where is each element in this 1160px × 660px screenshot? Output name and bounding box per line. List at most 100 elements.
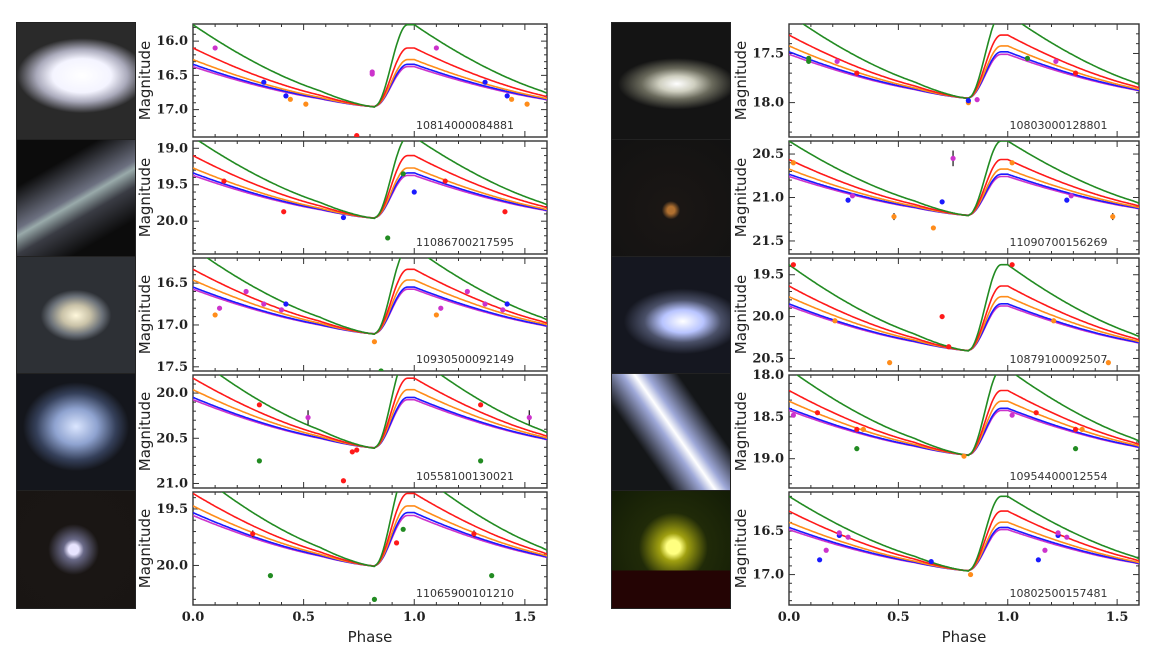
model-curve-g-band bbox=[193, 24, 547, 108]
data-point-r-band bbox=[854, 426, 860, 433]
data-point-z-band bbox=[1064, 197, 1070, 203]
data-point-r-band bbox=[256, 402, 262, 408]
x-tick-label: 1.5 bbox=[1106, 610, 1129, 625]
galaxy-thumbnail-faint-field bbox=[611, 139, 731, 258]
y-tick-label: 18.0 bbox=[752, 368, 784, 383]
y-tick-label: 20.5 bbox=[752, 351, 784, 366]
data-point-g-band bbox=[854, 446, 860, 452]
data-point-y-band bbox=[1053, 58, 1059, 64]
data-point-y-band bbox=[1009, 412, 1015, 418]
object-id-label: 11065900101210 bbox=[416, 587, 514, 600]
y-tick-label: 19.5 bbox=[752, 268, 784, 283]
model-curve-g-band bbox=[789, 263, 1139, 352]
y-tick-label: 19.0 bbox=[752, 452, 784, 467]
data-point-y-band bbox=[845, 534, 851, 540]
data-point-y-band bbox=[790, 412, 796, 418]
y-axis-label: Magnitude bbox=[732, 41, 750, 120]
data-point-i-band bbox=[509, 96, 515, 102]
data-point-i-band bbox=[1079, 426, 1085, 433]
data-point-y-band bbox=[836, 530, 842, 536]
object-id-label: 10803000128801 bbox=[1010, 119, 1108, 132]
data-point-i-band bbox=[887, 360, 893, 366]
data-point-y-band bbox=[974, 97, 980, 103]
model-curve-r-band bbox=[193, 154, 547, 220]
data-point-y-band bbox=[305, 414, 311, 421]
model-curve-g-band bbox=[218, 375, 547, 450]
data-point-r-band bbox=[939, 313, 945, 320]
model-curve-g-band bbox=[197, 141, 547, 220]
y-axis-label: Magnitude bbox=[136, 392, 154, 471]
y-tick-label: 17.0 bbox=[156, 103, 188, 118]
data-point-y-band bbox=[849, 193, 856, 199]
object-id-label: 11086700217595 bbox=[416, 236, 514, 249]
y-tick-label: 20.0 bbox=[752, 310, 784, 325]
data-point-r-band bbox=[1072, 70, 1079, 76]
data-point-r-band bbox=[478, 402, 484, 408]
galaxy-thumbnail-edge-on-bright bbox=[611, 373, 731, 492]
x-axis-label: Phase bbox=[348, 628, 393, 646]
galaxy-thumbnail-edge-on-spiral bbox=[16, 139, 136, 258]
galaxy-thumbnail-bright-spiral bbox=[611, 256, 731, 375]
data-point-r-band bbox=[281, 209, 287, 215]
data-point-r-band bbox=[1072, 426, 1079, 433]
data-point-i-band bbox=[832, 318, 838, 324]
x-tick-label: 0.5 bbox=[292, 610, 315, 625]
model-curve-g-band bbox=[206, 258, 547, 336]
y-tick-label: 20.0 bbox=[156, 386, 188, 401]
model-curve-g-band bbox=[789, 495, 1139, 572]
data-point-r-band bbox=[814, 410, 821, 416]
galaxy-thumbnail-yellow-point-source bbox=[611, 490, 731, 609]
model-curve-g-band bbox=[789, 141, 1139, 217]
data-point-y-band bbox=[261, 301, 267, 307]
data-point-i-band bbox=[287, 96, 293, 102]
y-tick-label: 16.5 bbox=[752, 524, 784, 539]
data-point-g-band bbox=[256, 458, 262, 464]
galaxy-thumbnail-diffuse-spiral bbox=[16, 373, 136, 492]
data-point-i-band bbox=[961, 453, 967, 459]
y-tick-label: 19.5 bbox=[156, 502, 188, 517]
galaxy-thumbnail-compact-pair bbox=[16, 490, 136, 609]
data-point-z-band bbox=[504, 93, 510, 99]
data-point-z-band bbox=[283, 301, 289, 307]
object-id-label: 10954400012554 bbox=[1010, 470, 1108, 483]
data-point-z-band bbox=[845, 197, 851, 203]
y-tick-label: 20.0 bbox=[156, 558, 188, 573]
data-point-z-band bbox=[261, 79, 267, 85]
y-tick-label: 17.0 bbox=[752, 568, 784, 583]
data-point-y-band bbox=[823, 547, 829, 553]
data-point-y-band bbox=[834, 58, 840, 64]
y-tick-label: 16.5 bbox=[156, 68, 188, 83]
y-axis-label: Magnitude bbox=[732, 392, 750, 471]
data-point-z-band bbox=[965, 98, 971, 104]
data-point-i-band bbox=[524, 101, 530, 107]
data-point-y-band bbox=[212, 45, 218, 51]
y-tick-label: 20.5 bbox=[156, 431, 188, 446]
data-point-i-band bbox=[1110, 214, 1116, 220]
data-point-r-band bbox=[790, 262, 796, 268]
y-tick-label: 19.0 bbox=[156, 141, 188, 156]
x-tick-label: 0.0 bbox=[778, 610, 801, 625]
y-tick-label: 21.0 bbox=[752, 191, 784, 206]
y-tick-label: 17.5 bbox=[156, 360, 188, 375]
data-point-y-band bbox=[526, 414, 532, 421]
data-point-z-band bbox=[1035, 557, 1041, 563]
data-point-z-band bbox=[482, 79, 488, 85]
object-id-label: 10930500092149 bbox=[416, 353, 514, 366]
data-point-g-band bbox=[478, 458, 484, 464]
data-point-r-band bbox=[393, 540, 400, 546]
data-point-r-band bbox=[354, 447, 360, 453]
data-point-y-band bbox=[438, 305, 444, 311]
data-point-i-band bbox=[303, 101, 309, 107]
model-curve-g-band bbox=[221, 492, 547, 568]
data-point-r-band bbox=[946, 344, 952, 350]
data-point-r-band bbox=[349, 449, 355, 455]
model-curve-g-band bbox=[795, 375, 1139, 457]
x-axis-label: Phase bbox=[942, 628, 987, 646]
data-point-r-band bbox=[221, 178, 227, 184]
y-tick-label: 20.5 bbox=[752, 147, 784, 162]
